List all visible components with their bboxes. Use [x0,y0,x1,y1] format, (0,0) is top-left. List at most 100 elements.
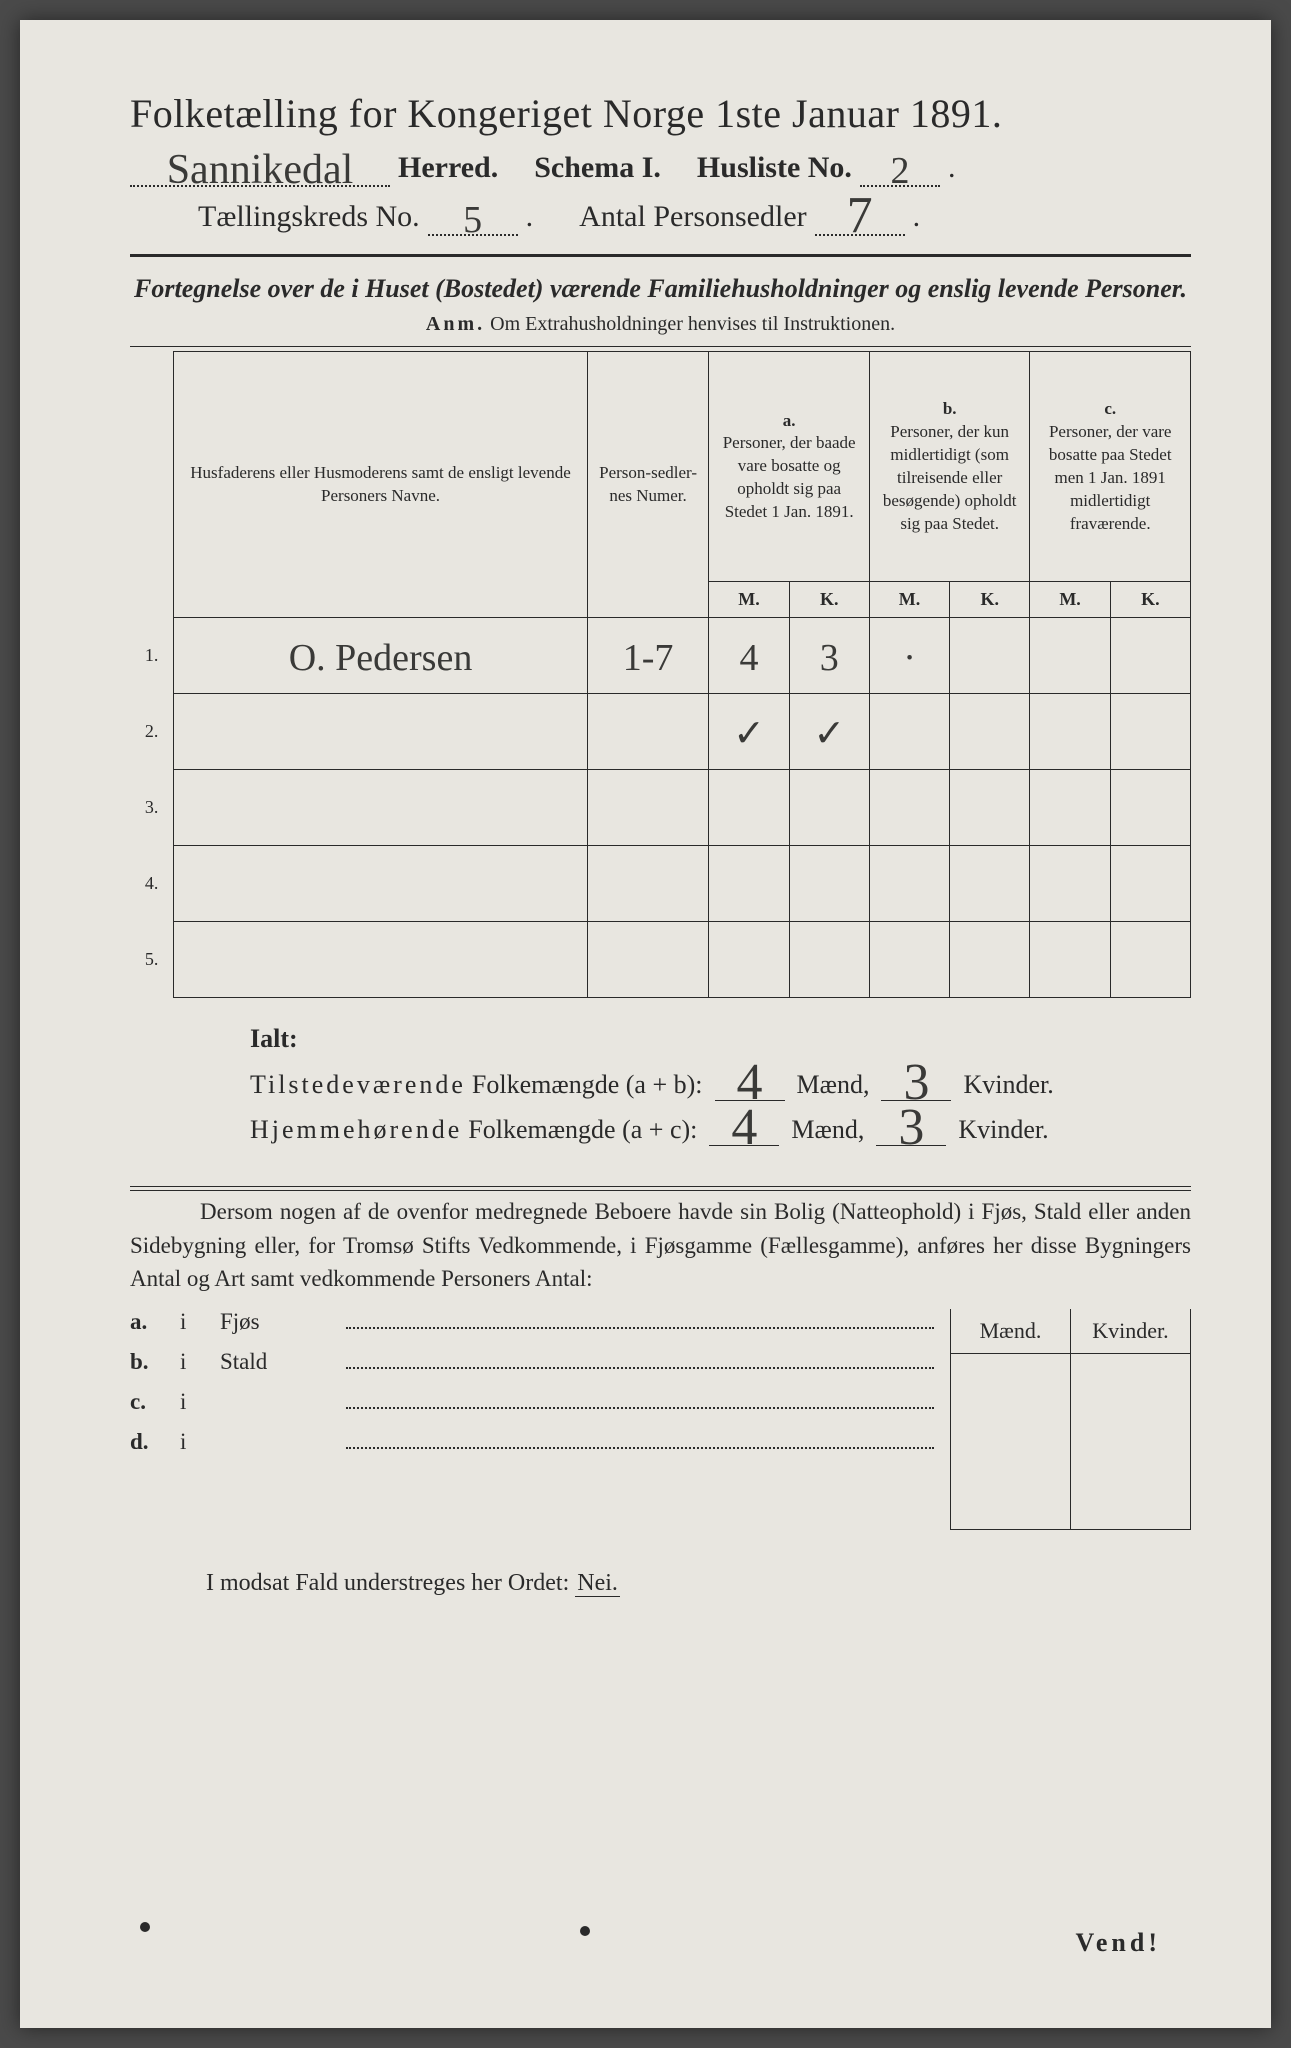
row-b-k [950,922,1030,998]
anm-text: Om Extrahusholdninger henvises til Instr… [490,313,895,335]
row-number: 5. [130,922,174,998]
header-line-2: Sannikedal Herred. Schema I. Husliste No… [130,151,1191,187]
bld-name: Stald [220,1349,340,1375]
row-number: 2. [130,694,174,770]
t2k: 3 [898,1099,924,1156]
ialt-label: Ialt: [250,1024,1191,1054]
t2a: Hjemmehørende [250,1115,462,1145]
bld-label: b. [130,1349,180,1375]
row-c-m [1030,846,1110,922]
row-a-k: 3 [789,618,869,694]
row-b-m [869,694,949,770]
row-sedler: 1-7 [587,618,709,694]
rule-2 [130,346,1191,347]
bld-dots [346,1447,934,1449]
row-b-k [950,770,1030,846]
modsat-text: I modsat Fald understreges her Ordet: [206,1570,569,1596]
main-title: Folketælling for Kongeriget Norge 1ste J… [130,90,1191,137]
row-b-k [950,846,1030,922]
building-row: d. i [130,1429,940,1455]
bld-dots [346,1407,934,1409]
building-row: a. i Fjøs [130,1309,940,1335]
modsat-line: I modsat Fald understreges her Ordet: Ne… [130,1570,1191,1597]
row-name [174,694,587,770]
maend-2: Mænd, [791,1115,864,1145]
col-b-m: M. [869,582,949,618]
bld-maend: Mænd. [951,1309,1071,1353]
bld-dots [346,1367,934,1369]
ink-speck [580,1926,590,1936]
row-a-k: ✓ [789,694,869,770]
row-c-m [1030,770,1110,846]
row-name [174,770,587,846]
herred-field: Sannikedal [130,151,390,187]
col-c: c. Personer, der vare bosatte paa Stedet… [1030,352,1191,582]
row-a-m [709,846,789,922]
row-c-k [1110,694,1190,770]
row-name [174,922,587,998]
antal-label: Antal Personsedler [579,200,806,234]
row-a-k [789,922,869,998]
schema-label: Schema I. [534,151,661,185]
census-form-page: Folketælling for Kongeriget Norge 1ste J… [20,20,1271,2028]
row-sedler [587,922,709,998]
row-a-m: 4 [709,618,789,694]
header-line-3: Tællingskreds No. 5 . Antal Personsedler… [130,197,1191,236]
col-a: a. Personer, der baade vare bosatte og o… [709,352,870,582]
row-c-k [1110,922,1190,998]
header-block: Folketælling for Kongeriget Norge 1ste J… [130,90,1191,236]
totals-row-2: Hjemmehørende Folkemængde (a + c): 4 Mæn… [250,1109,1191,1146]
row-c-m [1030,618,1110,694]
row-a-m [709,922,789,998]
ink-speck [140,1922,150,1932]
bld-i: i [180,1309,220,1335]
row-b-m: · [869,618,949,694]
kreds-value: 5 [463,199,482,241]
t2m: 4 [731,1099,757,1156]
kreds-label: Tællingskreds No. [198,200,420,234]
kreds-field: 5 [428,200,518,236]
husliste-field: 2 [860,151,940,187]
bld-name: Fjøs [220,1309,340,1335]
row-b-m [869,846,949,922]
t1a: Tilstedeværende [250,1070,466,1100]
row-name [174,846,587,922]
row-number: 4. [130,846,174,922]
row-c-k [1110,846,1190,922]
antal-value: 7 [847,187,873,244]
bld-dots [346,1327,934,1329]
row-b-k [950,618,1030,694]
totals-row-1: Tilstedeværende Folkemængde (a + b): 4 M… [250,1064,1191,1101]
bld-kvinder: Kvinder. [1071,1309,1191,1353]
vend-label: Vend! [1075,1928,1161,1958]
t2b: Folkemængde (a + c): [468,1115,697,1145]
row-name: O. Pedersen [174,618,587,694]
rule-3 [130,1186,1191,1187]
col-a-k: K. [789,582,869,618]
col-b-k: K. [950,582,1030,618]
row-number: 1. [130,618,174,694]
bld-label: a. [130,1309,180,1335]
col-b: b. Personer, der kun midlertidigt (som t… [869,352,1030,582]
anm-line: Anm. Om Extrahusholdninger henvises til … [130,313,1191,336]
row-a-m [709,770,789,846]
bld-label: c. [130,1389,180,1415]
building-row: c. i [130,1389,940,1415]
row-sedler [587,846,709,922]
row-c-m [1030,922,1110,998]
bld-label: d. [130,1429,180,1455]
subtitle: Fortegnelse over de i Huset (Bostedet) v… [130,271,1191,307]
table-row: 1. O. Pedersen 1-7 4 3 · [130,618,1191,694]
building-row: b. i Stald [130,1349,940,1375]
row-a-m: ✓ [709,694,789,770]
row-b-m [869,922,949,998]
rule-1 [130,254,1191,257]
col-names: Husfaderens eller Husmoderens samt de en… [174,352,587,618]
col-a-m: M. [709,582,789,618]
row-sedler [587,770,709,846]
col-sedler: Person-sedler-nes Numer. [587,352,709,618]
row-sedler [587,694,709,770]
antal-field: 7 [815,197,905,236]
husliste-label: Husliste No. [697,151,852,185]
maend-1: Mænd, [797,1070,870,1100]
